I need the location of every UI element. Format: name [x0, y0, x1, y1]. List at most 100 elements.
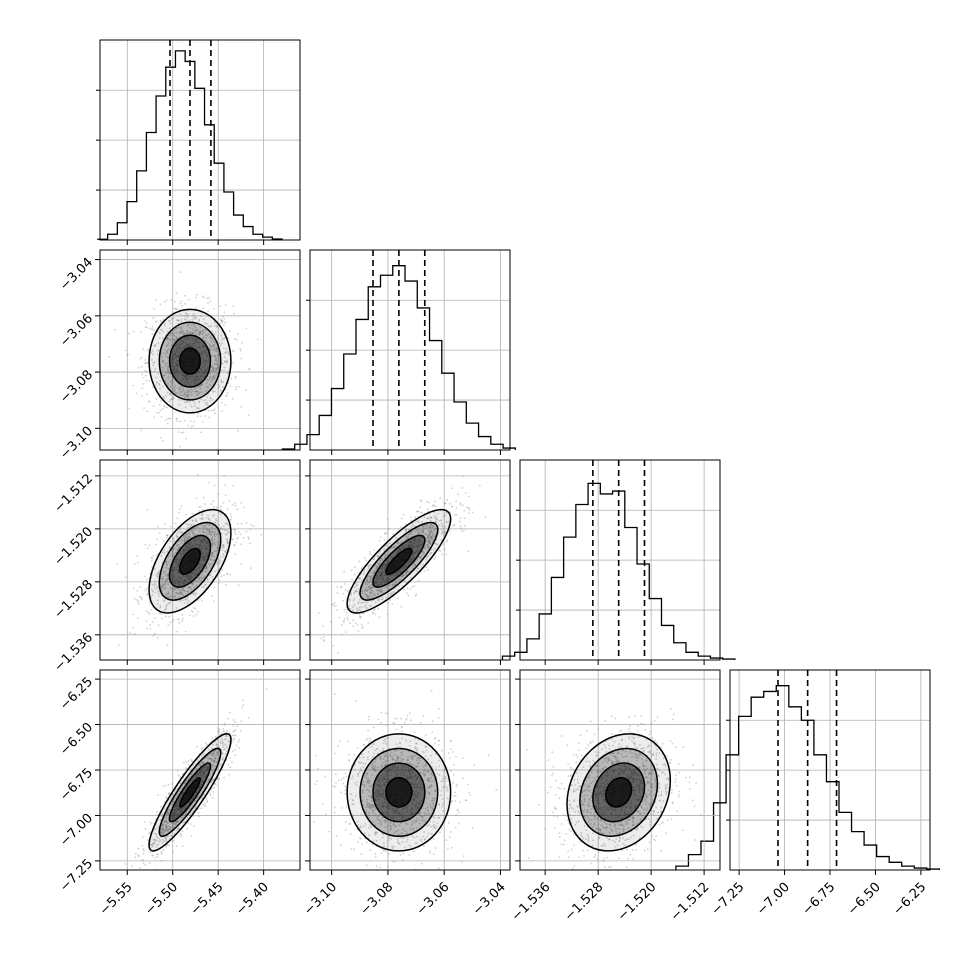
scatter-point	[156, 353, 159, 356]
scatter-point	[197, 567, 200, 570]
scatter-point	[201, 767, 204, 770]
scatter-point	[410, 540, 413, 543]
scatter-point	[414, 539, 416, 542]
scatter-point	[416, 520, 419, 523]
scatter-point	[369, 563, 372, 566]
scatter-point	[220, 339, 223, 341]
scatter-point	[462, 504, 464, 507]
scatter-point	[194, 339, 197, 342]
scatter-point	[417, 579, 420, 582]
scatter-point	[410, 544, 412, 547]
scatter-point	[168, 547, 171, 550]
scatter-point	[432, 549, 435, 552]
scatter-point	[178, 552, 181, 555]
scatter-point	[419, 540, 422, 542]
scatter-point	[171, 381, 174, 384]
scatter-point	[146, 509, 149, 512]
scatter-point	[421, 530, 424, 533]
scatter-point	[185, 545, 188, 548]
scatter-point	[144, 359, 147, 361]
scatter-point	[170, 343, 173, 346]
scatter-point	[213, 484, 216, 487]
scatter-point	[166, 351, 168, 354]
scatter-point	[374, 594, 376, 596]
scatter-point	[396, 597, 399, 600]
scatter-point	[167, 591, 170, 594]
scatter-point	[186, 324, 189, 327]
scatter-point	[167, 334, 170, 337]
scatter-point	[221, 741, 224, 744]
scatter-point	[199, 385, 201, 388]
scatter-point	[158, 384, 161, 387]
scatter-point	[167, 825, 170, 828]
scatter-point	[412, 552, 415, 555]
scatter-point	[463, 517, 466, 519]
scatter-point	[407, 533, 410, 536]
scatter-point	[237, 429, 240, 432]
scatter-point	[202, 531, 205, 534]
scatter-point	[231, 503, 234, 506]
scatter-point	[188, 393, 190, 396]
scatter-point	[430, 551, 433, 554]
scatter-point	[166, 384, 169, 387]
scatter-point	[207, 301, 209, 304]
scatter-point	[213, 408, 216, 411]
scatter-point	[215, 549, 218, 552]
scatter-point	[203, 363, 206, 366]
scatter-point	[358, 609, 361, 611]
scatter-point	[390, 547, 393, 550]
scatter-point	[145, 322, 148, 325]
scatter-point	[142, 862, 145, 865]
scatter-point	[426, 543, 429, 546]
scatter-point	[199, 375, 202, 378]
scatter-point	[222, 758, 225, 761]
scatter-point	[178, 531, 181, 534]
scatter-point	[182, 330, 184, 333]
scatter-point	[153, 617, 156, 619]
scatter-point	[203, 575, 206, 578]
scatter-point	[207, 481, 210, 484]
scatter-point	[180, 370, 183, 372]
scatter-point	[383, 574, 386, 577]
scatter-point	[187, 314, 190, 317]
scatter-point	[207, 409, 210, 412]
scatter-point	[172, 358, 175, 361]
scatter-point	[184, 813, 187, 816]
scatter-point	[385, 580, 388, 582]
scatter-point	[430, 535, 432, 538]
scatter-point	[204, 540, 207, 542]
scatter-point	[193, 381, 196, 384]
scatter-point	[212, 391, 215, 393]
scatter-point	[248, 368, 250, 371]
scatter-point	[336, 585, 339, 588]
scatter-point	[393, 546, 396, 549]
scatter-point	[146, 627, 148, 630]
scatter-point	[197, 338, 200, 341]
scatter-point	[175, 802, 178, 805]
scatter-point	[428, 540, 431, 542]
scatter-point	[168, 417, 171, 420]
scatter-point	[204, 570, 207, 573]
scatter-point	[200, 547, 203, 550]
scatter-point	[166, 550, 169, 553]
scatter-point	[214, 355, 217, 358]
scatter-point	[219, 742, 222, 745]
scatter-point	[166, 534, 169, 537]
scatter-point	[178, 543, 180, 546]
scatter-point	[245, 530, 248, 533]
scatter-point	[176, 367, 179, 370]
scatter-point	[178, 596, 181, 599]
scatter-point	[198, 407, 201, 410]
scatter-point	[198, 510, 201, 512]
scatter-point	[170, 393, 173, 396]
scatter-point	[174, 372, 177, 375]
scatter-point	[143, 407, 145, 409]
scatter-point	[196, 349, 199, 352]
scatter-point	[180, 300, 183, 303]
scatter-point	[369, 578, 371, 581]
scatter-point	[183, 333, 186, 336]
scatter-point	[176, 364, 179, 367]
scatter-point	[160, 554, 163, 557]
scatter-point	[211, 758, 213, 761]
scatter-point	[184, 395, 187, 398]
